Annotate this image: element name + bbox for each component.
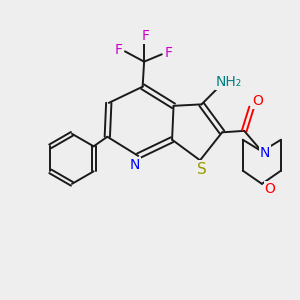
Text: S: S	[197, 162, 206, 177]
Text: F: F	[115, 43, 122, 57]
Text: O: O	[252, 94, 263, 108]
Text: F: F	[164, 46, 172, 60]
Text: F: F	[142, 29, 150, 43]
Text: N: N	[130, 158, 140, 172]
Text: N: N	[260, 146, 270, 160]
Text: NH₂: NH₂	[216, 75, 242, 89]
Text: O: O	[265, 182, 276, 196]
